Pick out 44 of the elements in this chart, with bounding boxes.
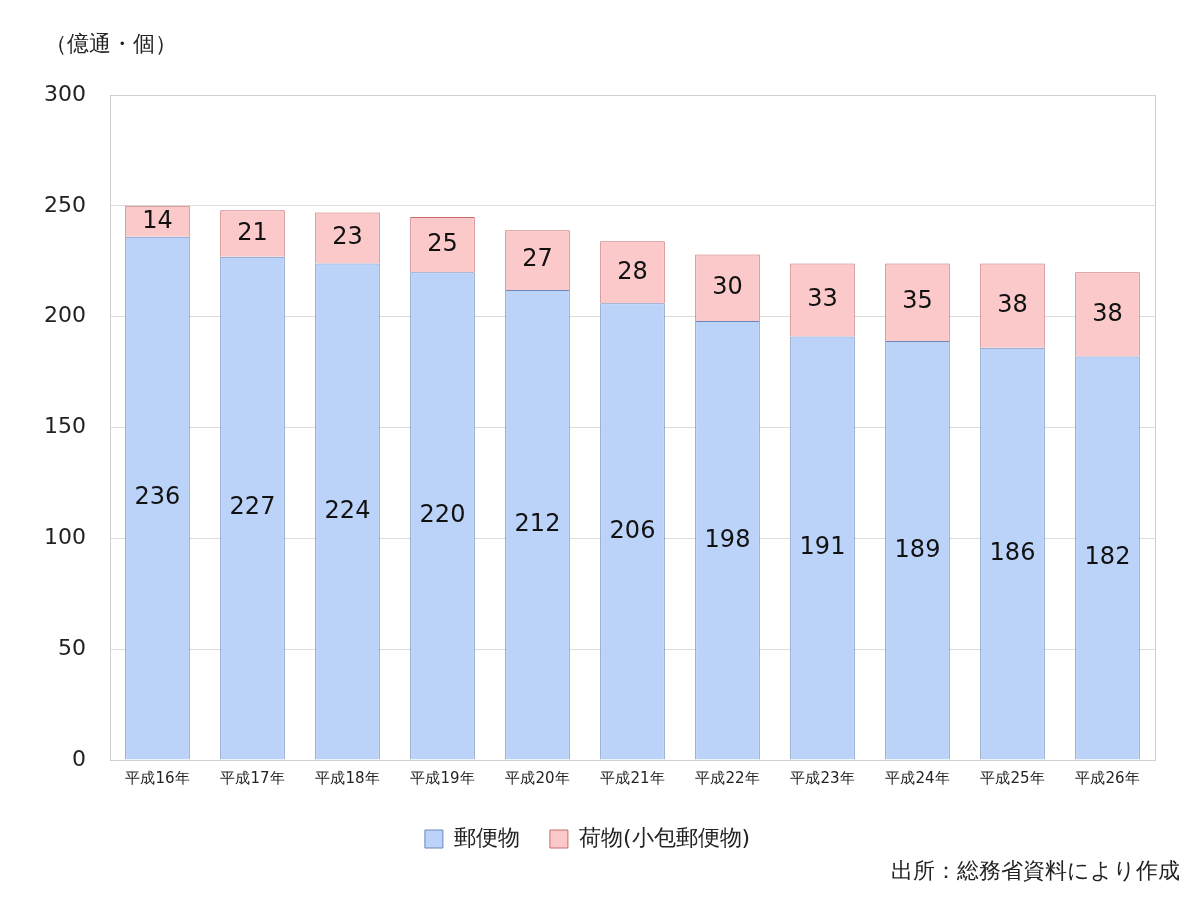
data-label: 198 xyxy=(704,524,751,553)
legend-label: 郵便物 xyxy=(453,824,520,850)
x-tick-label: 平成16年 xyxy=(125,768,190,787)
data-label: 38 xyxy=(1092,298,1123,327)
x-tick-label: 平成19年 xyxy=(410,768,475,787)
data-label: 212 xyxy=(514,509,561,538)
x-tick-label: 平成21年 xyxy=(600,768,665,787)
x-tick-label: 平成23年 xyxy=(790,768,855,787)
data-label: 227 xyxy=(229,492,276,521)
data-label: 28 xyxy=(617,256,648,285)
data-label: 23 xyxy=(332,222,363,251)
data-label: 35 xyxy=(902,286,933,315)
y-tick-label: 200 xyxy=(43,302,86,328)
x-tick-label: 平成17年 xyxy=(220,768,285,787)
x-tick-label: 平成26年 xyxy=(1075,768,1140,787)
data-label: 14 xyxy=(142,205,173,234)
data-label: 38 xyxy=(997,289,1028,318)
y-tick-label: 250 xyxy=(43,191,86,217)
legend-label: 荷物(小包郵便物) xyxy=(578,824,751,850)
data-label: 220 xyxy=(419,500,466,529)
data-label: 189 xyxy=(894,534,941,563)
y-tick-label: 150 xyxy=(43,413,86,439)
data-label: 236 xyxy=(134,482,181,511)
data-label: 27 xyxy=(522,244,553,273)
data-label: 224 xyxy=(324,495,371,524)
y-tick-label: 0 xyxy=(71,745,86,771)
x-tick-label: 平成18年 xyxy=(315,768,380,787)
data-label: 182 xyxy=(1084,542,1131,571)
data-label: 30 xyxy=(712,272,743,301)
y-tick-label: 300 xyxy=(43,80,86,106)
y-axis-title: （億通・個） xyxy=(45,30,177,56)
data-label: 25 xyxy=(427,228,458,257)
data-label: 186 xyxy=(989,537,1036,566)
x-tick-label: 平成24年 xyxy=(885,768,950,787)
data-label: 33 xyxy=(807,284,838,313)
text: 出所：総務省資料により作成 xyxy=(891,857,1180,883)
x-tick-label: 平成25年 xyxy=(980,768,1045,787)
x-tick-label: 平成22年 xyxy=(695,768,760,787)
data-label: 206 xyxy=(609,515,656,544)
data-label: 191 xyxy=(799,532,846,561)
x-tick-label: 平成20年 xyxy=(505,768,570,787)
y-tick-label: 50 xyxy=(57,634,86,660)
y-tick-label: 100 xyxy=(43,524,86,550)
data-label: 21 xyxy=(237,217,268,246)
